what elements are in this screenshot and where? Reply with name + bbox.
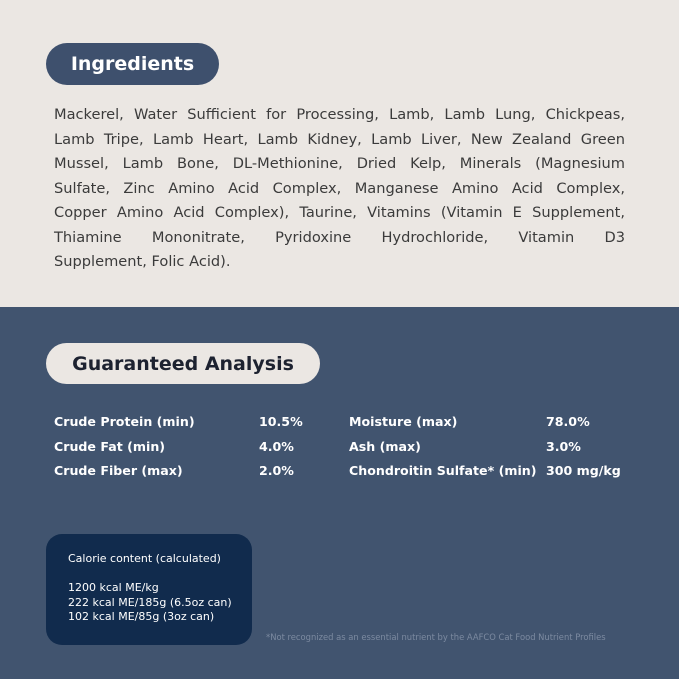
analysis-label: Crude Fat (min) bbox=[54, 438, 166, 454]
ingredients-line: Thiamine Mononitrate, Pyridoxine Hydroch… bbox=[54, 228, 625, 246]
ingredients-line: Mussel, Lamb Bone, DL-Methionine, Dried … bbox=[54, 155, 625, 172]
calorie-title: Calorie content (calculated) bbox=[68, 552, 221, 565]
ingredients-line: Lamb Tripe, Lamb Heart, Lamb Kidney, Lam… bbox=[54, 130, 625, 148]
analysis-value: 2.0% bbox=[259, 463, 294, 478]
analysis-values-right: 78.0% 3.0% 300 mg/kg bbox=[546, 410, 621, 484]
ingredients-line: Mackerel, Water Sufficient for Processin… bbox=[54, 106, 625, 123]
analysis-label: Ash (max) bbox=[349, 438, 421, 454]
analysis-heading: Guaranteed Analysis bbox=[46, 343, 320, 384]
analysis-label: Moisture (max) bbox=[349, 414, 458, 429]
analysis-label: Crude Fiber (max) bbox=[54, 463, 183, 478]
analysis-values-left: 10.5% 4.0% 2.0% bbox=[259, 410, 303, 484]
analysis-labels-left: Crude Protein (min) Crude Fat (min) Crud… bbox=[54, 410, 195, 484]
analysis-label: Crude Protein (min) bbox=[54, 414, 195, 429]
ingredients-line: Sulfate, Zinc Amino Acid Complex, Mangan… bbox=[54, 179, 625, 197]
ingredients-line: Copper Amino Acid Complex), Taurine, Vit… bbox=[54, 204, 625, 221]
calorie-line: 1200 kcal ME/kg bbox=[68, 581, 159, 594]
calorie-box: Calorie content (calculated) 1200 kcal M… bbox=[46, 534, 252, 645]
analysis-labels-right: Moisture (max) Ash (max) Chondroitin Sul… bbox=[349, 410, 537, 484]
ingredients-line: Supplement, Folic Acid). bbox=[54, 253, 231, 270]
calorie-line: 222 kcal ME/185g (6.5oz can) bbox=[68, 595, 232, 609]
analysis-value: 300 mg/kg bbox=[546, 463, 621, 478]
ingredients-text: Mackerel, Water Sufficient for Processin… bbox=[54, 103, 625, 275]
calorie-line: 102 kcal ME/85g (3oz can) bbox=[68, 610, 215, 623]
analysis-value: 10.5% bbox=[259, 414, 303, 429]
analysis-value: 78.0% bbox=[546, 414, 590, 429]
analysis-value: 4.0% bbox=[259, 438, 294, 454]
ingredients-heading: Ingredients bbox=[46, 43, 219, 85]
analysis-value: 3.0% bbox=[546, 438, 581, 454]
analysis-label: Chondroitin Sulfate* (min) bbox=[349, 463, 537, 478]
footnote: *Not recognized as an essential nutrient… bbox=[266, 632, 606, 642]
